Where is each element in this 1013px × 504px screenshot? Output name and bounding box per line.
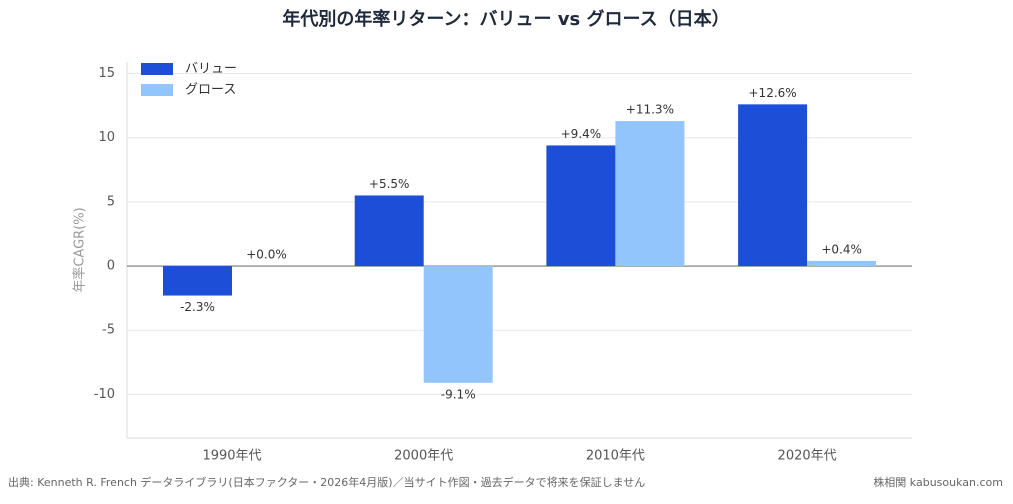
value-label: +5.5%	[369, 177, 410, 191]
source-note: 出典: Kenneth R. French データライブラリ(日本ファクター・2…	[8, 475, 645, 489]
bar	[738, 104, 808, 267]
value-label: +0.0%	[246, 248, 287, 262]
value-label: +11.3%	[626, 103, 674, 117]
y-axis-label: 年率CAGR(%)	[72, 207, 88, 292]
x-tick-label: 2020年代	[778, 449, 837, 464]
legend-swatch	[141, 63, 173, 75]
credit: 株相関 kabusoukan.com	[873, 475, 1003, 489]
x-tick-label: 1990年代	[202, 449, 261, 464]
bar	[807, 260, 877, 267]
bar	[615, 121, 685, 267]
y-tick-label: -5	[102, 323, 115, 338]
bar	[423, 266, 493, 383]
legend-label: バリュー	[185, 62, 237, 77]
legend-swatch	[141, 84, 173, 96]
value-label: -2.3%	[180, 300, 215, 314]
bar	[546, 145, 616, 267]
bar	[354, 195, 424, 267]
value-label: +12.6%	[749, 86, 797, 100]
y-tick-label: -10	[94, 387, 115, 402]
value-label: -9.1%	[441, 387, 476, 401]
x-tick-label: 2000年代	[394, 449, 453, 464]
bar	[163, 266, 232, 296]
value-label: +0.4%	[821, 242, 862, 256]
y-tick-label: 10	[98, 130, 115, 145]
y-tick-label: 5	[107, 194, 115, 209]
chart-title: 年代別の年率リターン：バリュー vs グロース（日本）	[282, 8, 729, 30]
x-tick-label: 2010年代	[586, 449, 645, 464]
value-label: +9.4%	[561, 127, 602, 141]
y-tick-label: 15	[98, 66, 115, 81]
legend-label: グロース	[185, 83, 236, 98]
y-tick-label: 0	[107, 259, 115, 274]
